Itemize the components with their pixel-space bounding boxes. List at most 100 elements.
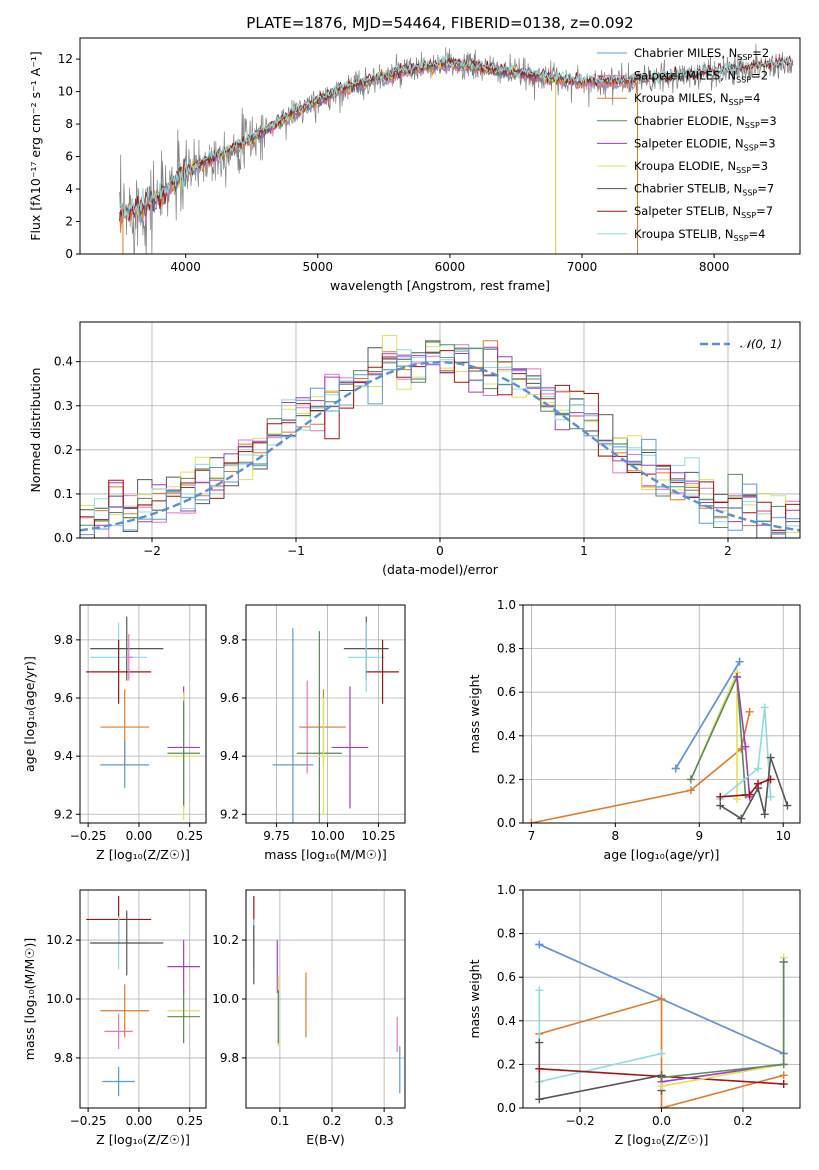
y-tick-label: 12 (58, 52, 73, 66)
x-axis-label: wavelength [Angstrom, rest frame] (330, 278, 550, 293)
x-tick-label: −1 (287, 544, 305, 558)
weight-marker (535, 986, 544, 995)
age-vs-Z-panel: −0.25 0.00 0.25 9.2 9.4 9.6 9.8 Z [log₁₀(Z/Z☉)]… (22, 604, 207, 862)
y-tick-label: 9.4 (54, 749, 73, 763)
y-tick-label: 0.0 (54, 531, 73, 545)
y-tick-label: 10.2 (212, 933, 239, 947)
legend-entry: Salpeter MILES, NSSP=2 (634, 69, 768, 85)
y-tick-label: 9.6 (220, 691, 239, 705)
weight-marker (760, 703, 769, 712)
y-axis-label: mass weight (467, 959, 482, 1038)
weight-marker (686, 775, 695, 784)
y-tick-label: 0.0 (497, 816, 516, 830)
weight-marker (733, 672, 742, 681)
x-tick-label: 0.3 (375, 1114, 394, 1128)
error-bars (272, 616, 399, 823)
x-tick-label: −0.25 (70, 829, 107, 843)
y-tick-label: 6 (65, 150, 73, 164)
model-line-kroupa-miles (119, 59, 638, 233)
legend-entry: Kroupa MILES, NSSP=4 (634, 91, 760, 107)
weight-marker (657, 1073, 666, 1082)
y-tick-label: 10 (58, 85, 73, 99)
x-tick-label: 0.25 (176, 829, 203, 843)
model-line-chabrier-miles (119, 61, 638, 224)
y-tick-label: 0.4 (497, 1014, 516, 1028)
x-axis-label: (data-model)/error (382, 562, 499, 577)
y-tick-label: 0.2 (497, 772, 516, 786)
weight-marker (671, 764, 680, 773)
histograms (80, 335, 800, 538)
x-tick-label: −0.25 (70, 1114, 107, 1128)
y-tick-label: 0 (65, 247, 73, 261)
y-tick-label: 9.8 (54, 1051, 73, 1065)
x-tick-label: 0.0 (652, 1114, 671, 1128)
charts: 4000 5000 6000 7000 8000024681012wavelength … (22, 37, 801, 1147)
weight-lines (527, 657, 792, 823)
weight-marker (657, 1082, 666, 1091)
weight-marker (745, 790, 754, 799)
x-tick-label: 5000 (303, 260, 334, 274)
y-tick-label: 0.2 (54, 443, 73, 457)
x-tick-label: 8 (612, 829, 620, 843)
weight-marker (745, 707, 754, 716)
x-tick-label: 10.00 (310, 829, 344, 843)
x-tick-label: 2 (724, 544, 732, 558)
y-tick-label: 0.0 (497, 1101, 516, 1115)
residuals-panel: −2 −1 0 1 2 0.0 0.1 0.2 0.3 0.4 (data-model)/error… (28, 321, 801, 577)
y-axis-label: Normed distribution (28, 368, 43, 493)
y-tick-label: 1.0 (497, 598, 516, 612)
weight-line-chabrier-miles (675, 661, 741, 769)
weight-marker (716, 792, 725, 801)
y-tick-label: 10.2 (46, 933, 73, 947)
spectrum-lines (119, 43, 794, 254)
weight-marker (657, 1104, 666, 1108)
weight-marker (779, 1080, 788, 1089)
y-tick-label: 4 (65, 182, 73, 196)
y-tick-label: 9.8 (220, 1051, 239, 1065)
age-vs-mass-panel: 9.75 10.00 10.25 9.2 9.4 9.6 9.8 mass [log₁₀(M/… (220, 604, 406, 862)
error-bars (86, 895, 200, 1097)
legend-entry: Chabrier MILES, NSSP=2 (634, 46, 769, 62)
normal-curve (80, 360, 800, 532)
weight-marker (657, 1049, 666, 1058)
figure-title: PLATE=1876, MJD=54464, FIBERID=0138, z=0… (246, 14, 633, 32)
mass-weight-vs-Z-panel: −0.2 0.0 0.2 0.0 0.2 0.4 0.6 0.8 1.0 Z [log₁₀(Z/Z… (467, 883, 801, 1147)
x-tick-label: 4000 (170, 260, 201, 274)
legend-entry: Chabrier STELIB, NSSP=7 (634, 182, 774, 198)
x-axis-label: age [log₁₀(age/yr)] (604, 847, 720, 862)
plot-frame (522, 604, 801, 824)
plot-frame (79, 321, 801, 539)
x-tick-label: 10 (776, 829, 791, 843)
weight-marker (766, 753, 775, 762)
weight-marker (657, 995, 666, 1003)
x-tick-label: 7000 (567, 260, 598, 274)
weight-marker (535, 1064, 544, 1073)
weight-marker (535, 1095, 544, 1104)
x-tick-label: 10.25 (361, 829, 395, 843)
y-axis-label: mass [log₁₀(M/M☉)] (22, 938, 37, 1060)
weight-line-chabrier-stelib (538, 1042, 663, 1101)
x-axis-label: E(B-V) (306, 1132, 345, 1147)
histogram-chabrier-miles (80, 350, 800, 536)
weight-marker (766, 792, 775, 801)
y-tick-label: 9.6 (54, 691, 73, 705)
y-axis-label: mass weight (467, 674, 482, 753)
weight-line-salpeter-elodie (661, 961, 785, 1083)
y-tick-label: 0.1 (54, 487, 73, 501)
plot-frame (522, 889, 801, 1109)
x-axis-label: Z [log₁₀(Z/Z☉)] (96, 847, 190, 862)
spectrum-legend: Chabrier MILES, NSSP=2 Salpeter MILES, NS… (597, 46, 777, 243)
y-tick-label: 10.0 (212, 992, 239, 1006)
x-tick-label: 0 (436, 544, 444, 558)
weight-marker (754, 779, 763, 788)
plot-frame (245, 604, 406, 824)
x-tick-label: 0.00 (126, 1114, 153, 1128)
y-tick-label: 0.6 (497, 685, 516, 699)
x-tick-label: 1 (580, 544, 588, 558)
weight-marker (779, 957, 788, 966)
weight-marker (766, 775, 775, 784)
mass-vs-Z-panel: −0.25 0.00 0.25 9.8 10.0 10.2 Z [log₁₀(Z/Z☉)] m… (22, 889, 207, 1147)
x-tick-label: 9 (695, 829, 703, 843)
plot-frame (79, 889, 207, 1109)
